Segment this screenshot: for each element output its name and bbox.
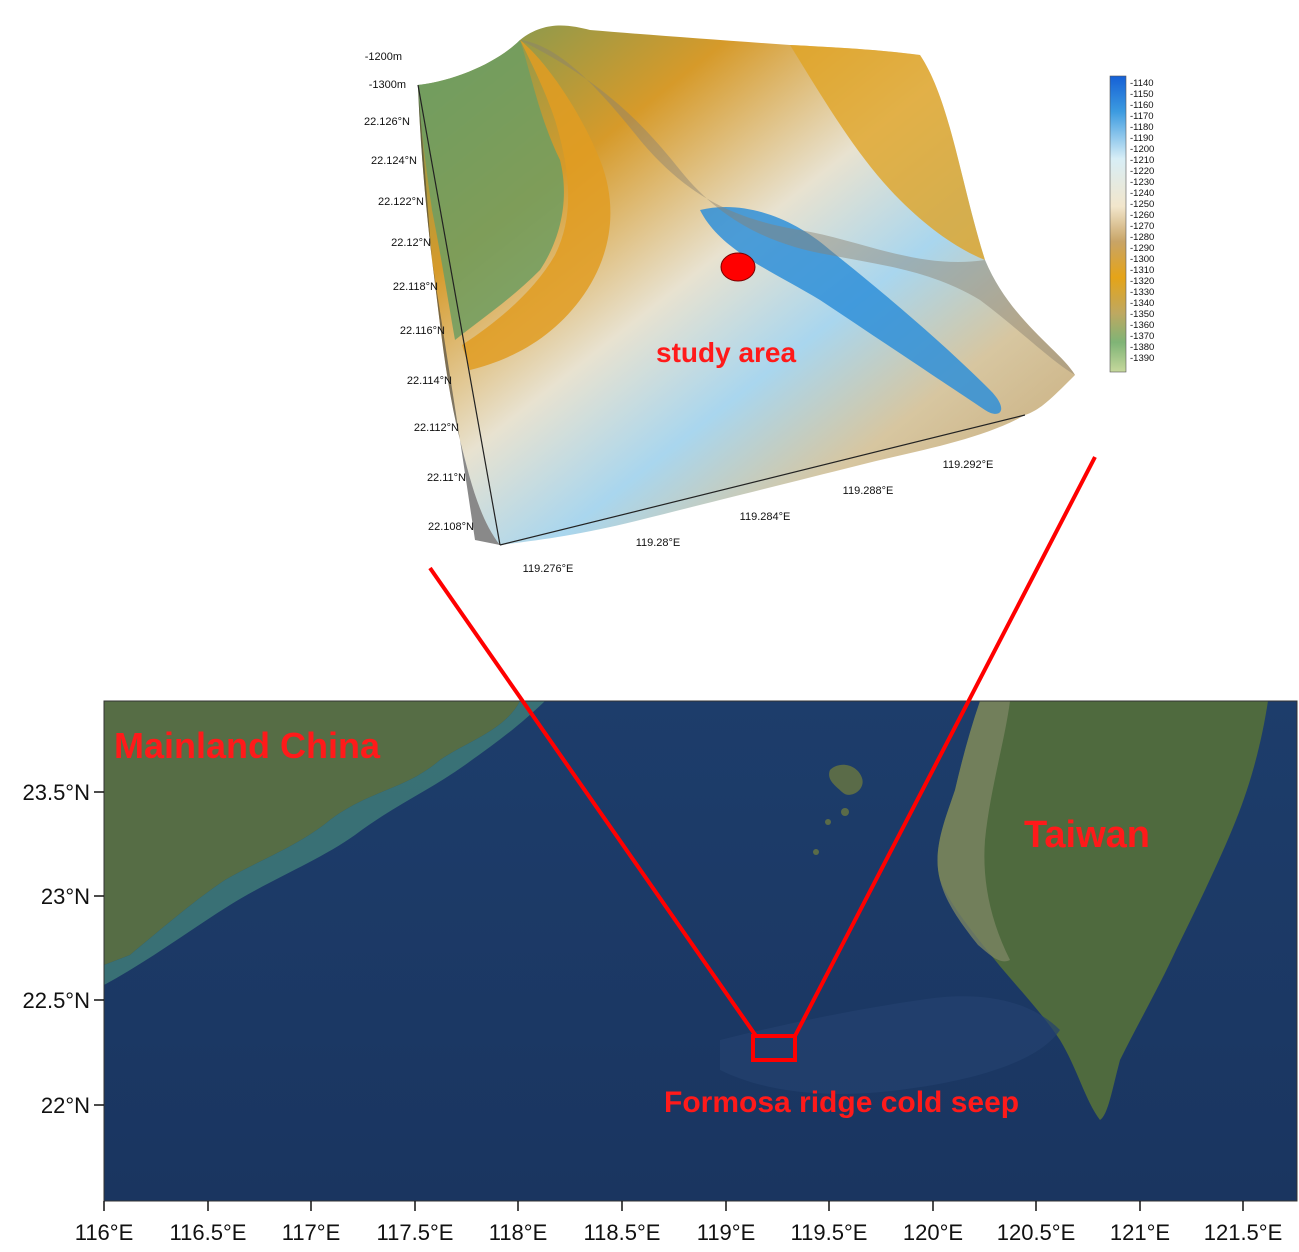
colorbar-label: -1240	[1130, 188, 1154, 199]
x-tick-label: 120.5°E	[997, 1220, 1076, 1245]
colorbar-label: -1360	[1130, 320, 1154, 331]
y-tick-label: 22.5°N	[22, 988, 90, 1013]
colorbar-label: -1220	[1130, 166, 1154, 177]
colorbar-label: -1330	[1130, 287, 1154, 298]
inset-3d-bathymetry: study area -1200m -1300m 22.126°N 22.124…	[364, 25, 1154, 575]
terrain-green-nw	[418, 40, 564, 340]
inset-lat-label: 22.112°N	[414, 422, 459, 434]
island-small-2	[825, 819, 831, 825]
inset-lon-label: 119.28°E	[636, 537, 681, 549]
x-tick-label: 116°E	[75, 1220, 134, 1245]
y-axis: 23.5°N 23°N 22.5°N 22°N	[22, 780, 104, 1118]
colorbar-label: -1180	[1130, 122, 1154, 133]
inset-lon-label: 119.288°E	[843, 485, 894, 497]
colorbar-label: -1150	[1130, 89, 1154, 100]
inset-lat-label: -1300m	[369, 79, 406, 91]
x-tick-label: 119.5°E	[791, 1220, 868, 1245]
colorbar-label: -1160	[1130, 100, 1154, 111]
taiwan-landmass	[937, 701, 1268, 1120]
mainland-landmass	[104, 701, 520, 965]
colorbar-label: -1310	[1130, 265, 1154, 276]
inset-lat-label: 22.108°N	[428, 521, 474, 533]
coastal-shallows	[104, 701, 545, 985]
x-tick-label: 121°E	[1110, 1220, 1170, 1245]
y-tick-label: 22°N	[41, 1093, 90, 1118]
inset-lat-label: 22.116°N	[400, 325, 445, 337]
x-axis: 116°E 116.5°E 117°E 117.5°E 118°E 118.5°…	[75, 1201, 1283, 1245]
terrain-blue-trough	[700, 206, 1002, 414]
taiwan-label: Taiwan	[1024, 814, 1150, 856]
taiwan-west-plain	[937, 701, 1010, 962]
colorbar-label: -1270	[1130, 221, 1154, 232]
colorbar-label: -1190	[1130, 133, 1154, 144]
inset-lat-ticks: -1200m -1300m 22.126°N 22.124°N 22.122°N…	[364, 51, 474, 533]
depth-colorbar	[1109, 75, 1127, 373]
colorbar-label: -1340	[1130, 298, 1154, 309]
x-tick-label: 118.5°E	[584, 1220, 661, 1245]
island-small-3	[813, 849, 819, 855]
mainland-label: Mainland China	[114, 725, 381, 766]
y-tick-label: 23°N	[41, 884, 90, 909]
map-frame	[103, 700, 1298, 1202]
colorbar-label: -1370	[1130, 331, 1154, 342]
terrain-orange-band	[462, 40, 611, 370]
colorbar-label: -1350	[1130, 309, 1154, 320]
colorbar-label: -1210	[1130, 155, 1154, 166]
inset-lon-label: 119.292°E	[943, 459, 994, 471]
inset-lat-label: 22.122°N	[378, 196, 424, 208]
colorbar-label: -1320	[1130, 276, 1154, 287]
colorbar-label: -1280	[1130, 232, 1154, 243]
inset-lat-label: 22.124°N	[371, 155, 417, 167]
x-tick-label: 120°E	[903, 1220, 963, 1245]
colorbar-label: -1200	[1130, 144, 1154, 155]
colorbar-label: -1260	[1130, 210, 1154, 221]
connector-line-right	[793, 456, 1097, 1037]
colorbar-labels: -1140 -1150 -1160 -1170 -1180 -1190 -120…	[1130, 78, 1154, 364]
inset-lon-ticks: 119.276°E 119.28°E 119.284°E 119.288°E 1…	[523, 459, 994, 575]
colorbar-label: -1300	[1130, 254, 1154, 265]
inset-lon-axis	[499, 414, 1026, 546]
inset-lon-label: 119.276°E	[523, 563, 574, 575]
connector-line-left	[428, 566, 758, 1038]
map-panel: Mainland China Taiwan Formosa ridge cold…	[22, 700, 1298, 1245]
colorbar-label: -1230	[1130, 177, 1154, 188]
inset-lat-label: 22.126°N	[364, 116, 410, 128]
colorbar-label: -1250	[1130, 199, 1154, 210]
seep-label: Formosa ridge cold seep	[664, 1086, 1019, 1119]
inset-lat-label: 22.12°N	[391, 237, 431, 249]
inset-lat-label: 22.114°N	[407, 375, 452, 387]
x-tick-label: 118°E	[489, 1220, 548, 1245]
x-tick-label: 117°E	[282, 1220, 341, 1245]
colorbar-label: -1140	[1130, 78, 1154, 89]
study-site-marker	[720, 252, 756, 282]
study-area-label: study area	[656, 337, 796, 368]
island-small-1	[841, 808, 849, 816]
inset-lat-axis	[417, 84, 501, 546]
colorbar-label: -1170	[1130, 111, 1154, 122]
y-tick-label: 23.5°N	[22, 780, 90, 805]
x-tick-label: 117.5°E	[377, 1220, 454, 1245]
penghu-islands	[829, 764, 863, 795]
formosa-ridge-box	[751, 1034, 797, 1062]
inset-lon-label: 119.284°E	[740, 511, 791, 523]
terrain-orange-se	[790, 45, 985, 260]
x-tick-label: 119°E	[697, 1220, 756, 1245]
inset-lat-label: 22.11°N	[427, 472, 466, 484]
colorbar-label: -1390	[1130, 353, 1154, 364]
colorbar-label: -1290	[1130, 243, 1154, 254]
inset-lat-label: 22.118°N	[393, 281, 438, 293]
x-tick-label: 116.5°E	[170, 1220, 247, 1245]
colorbar-label: -1380	[1130, 342, 1154, 353]
inset-lat-label: -1200m	[365, 51, 402, 63]
x-tick-label: 121.5°E	[1204, 1220, 1283, 1245]
